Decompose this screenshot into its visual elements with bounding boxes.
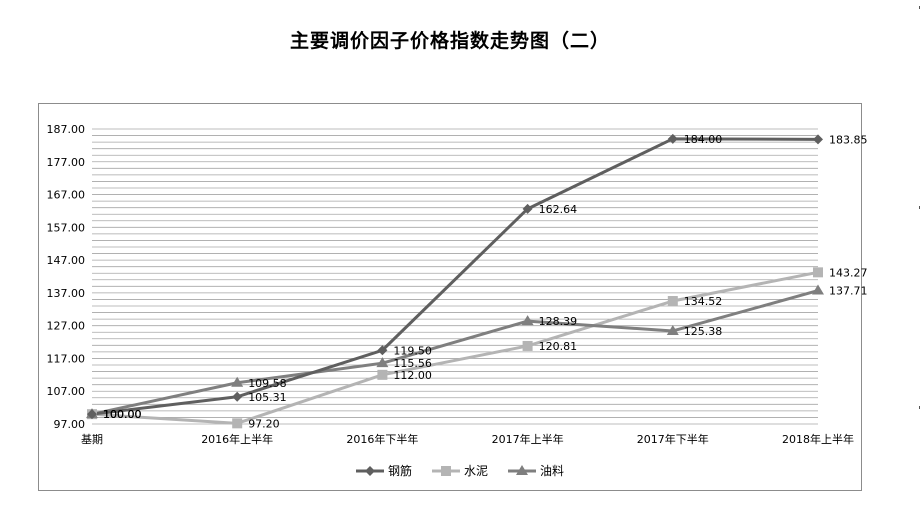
data-label: 162.64 [539, 203, 578, 216]
x-tick-label: 2017年上半年 [492, 432, 564, 446]
legend-label: 油料 [540, 464, 564, 478]
chart-title: 主要调价因子价格指数走势图（二） [289, 30, 610, 52]
y-tick-label: 157.00 [47, 221, 86, 234]
data-label: 100.00 [103, 408, 142, 421]
edge-marker [919, 206, 920, 209]
x-tick-label: 2018年上半年 [782, 432, 854, 446]
legend-label: 钢筋 [388, 463, 412, 478]
x-tick-label: 2016年上半年 [201, 432, 273, 446]
data-point-钢筋 [667, 133, 678, 144]
data-label: 119.50 [393, 344, 432, 357]
data-point-钢筋 [522, 203, 533, 214]
y-tick-label: 147.00 [47, 254, 86, 267]
y-tick-label: 97.00 [54, 418, 86, 431]
data-point-水泥 [522, 340, 533, 351]
data-label: 105.31 [248, 391, 287, 404]
legend-marker-油料 [516, 465, 528, 475]
data-label: 134.52 [684, 295, 723, 308]
legend-label: 水泥 [464, 464, 488, 478]
edge-marker [919, 406, 920, 409]
data-label: 120.81 [539, 340, 578, 353]
data-label: 97.20 [248, 417, 280, 430]
data-point-钢筋 [377, 345, 388, 356]
series-line-油料 [91, 289, 819, 416]
x-tick-label: 2017年下半年 [637, 432, 709, 446]
data-label: 184.00 [684, 133, 723, 146]
data-label: 128.39 [539, 315, 578, 328]
data-point-钢筋 [813, 134, 823, 145]
data-label: 115.56 [393, 357, 432, 370]
data-point-钢筋 [87, 409, 97, 420]
legend-marker-水泥 [441, 466, 451, 476]
legend-marker-钢筋 [365, 466, 375, 476]
x-tick-label: 基期 [81, 433, 103, 446]
x-tick-label: 2016年下半年 [346, 432, 418, 446]
data-point-钢筋 [232, 391, 243, 402]
data-label: 183.85 [829, 133, 868, 146]
data-label: 100.00 [103, 408, 142, 421]
data-point-油料 [376, 357, 389, 368]
data-point-水泥 [377, 369, 388, 380]
series-line-钢筋 [91, 137, 819, 416]
data-point-油料 [521, 315, 534, 326]
edge-marker [919, 6, 920, 9]
data-point-油料 [231, 376, 244, 387]
data-point-水泥 [232, 418, 243, 429]
y-tick-label: 117.00 [47, 352, 86, 365]
y-tick-label: 137.00 [47, 287, 86, 300]
y-tick-label: 107.00 [47, 385, 86, 398]
data-label: 143.27 [829, 266, 868, 279]
data-point-水泥 [667, 296, 678, 307]
data-point-水泥 [813, 267, 823, 278]
y-tick-label: 127.00 [47, 320, 86, 333]
data-label: 100.00 [103, 408, 142, 421]
data-point-油料 [666, 324, 679, 335]
y-tick-label: 167.00 [47, 189, 86, 202]
data-label: 109.58 [248, 377, 287, 390]
data-label: 125.38 [684, 325, 723, 338]
data-label: 112.00 [393, 369, 432, 382]
data-point-油料 [812, 284, 824, 295]
chart-frame [38, 103, 862, 491]
data-label: 137.71 [829, 285, 868, 298]
y-tick-label: 177.00 [47, 156, 86, 169]
series-line-水泥 [91, 270, 819, 425]
y-tick-label: 187.00 [47, 123, 86, 136]
